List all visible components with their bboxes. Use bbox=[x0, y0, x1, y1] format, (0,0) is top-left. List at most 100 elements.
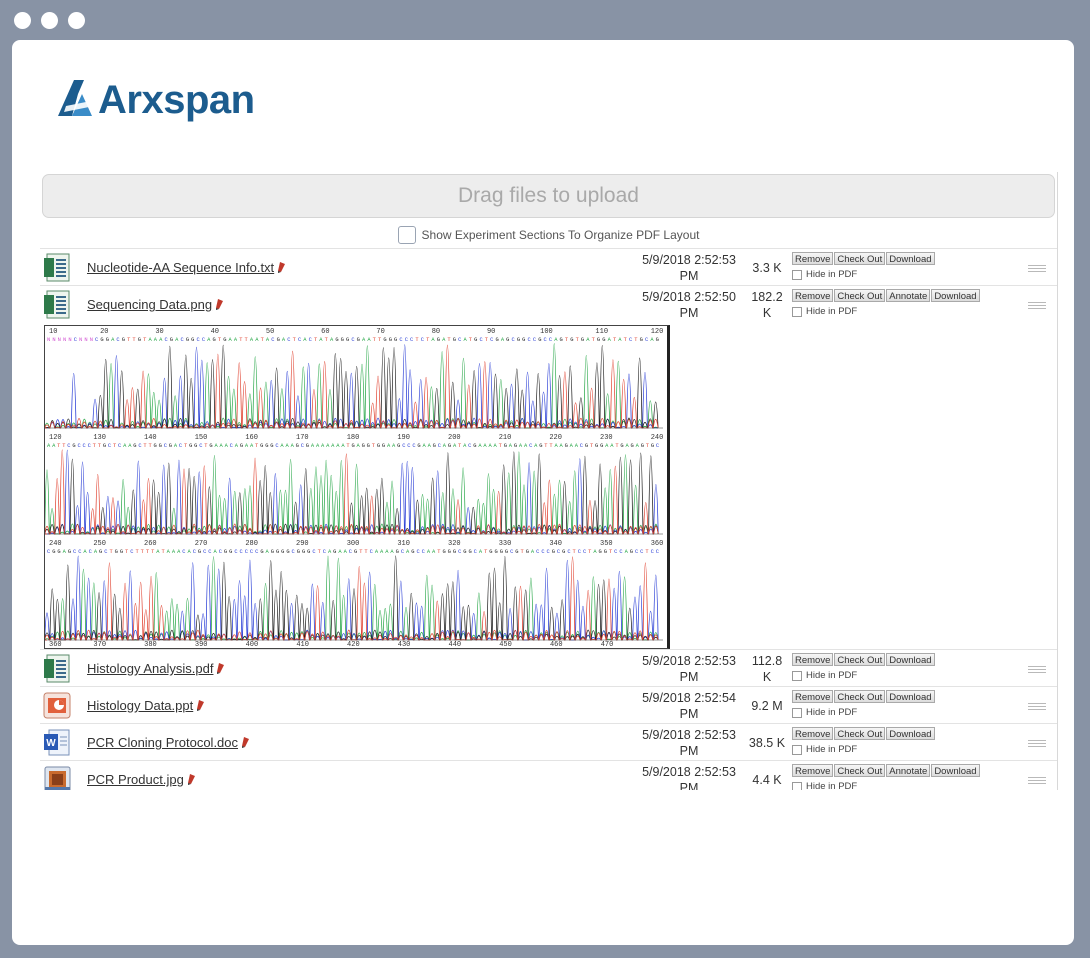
hide-in-pdf-checkbox[interactable] bbox=[792, 670, 802, 681]
annotate-button[interactable]: Annotate bbox=[886, 289, 931, 302]
drag-handle-icon[interactable] bbox=[1028, 740, 1046, 749]
chromatogram-base-letter: G bbox=[270, 443, 273, 449]
chromatogram-base-letter: C bbox=[578, 549, 581, 555]
file-name-link[interactable]: Sequencing Data.png bbox=[87, 297, 224, 313]
chromatogram-base-letter: G bbox=[99, 549, 102, 555]
pencil-icon[interactable] bbox=[216, 298, 224, 313]
download-button[interactable]: Download bbox=[886, 252, 935, 265]
chromatogram-base-letter: C bbox=[67, 443, 70, 449]
hide-in-pdf-checkbox[interactable] bbox=[792, 707, 802, 718]
file-name-link[interactable]: PCR Product.jpg bbox=[87, 772, 195, 788]
chromatogram-base-letter: G bbox=[494, 549, 497, 555]
hide-in-pdf-toggle[interactable]: Hide in PDF bbox=[792, 269, 857, 280]
upload-dropzone[interactable]: Drag files to upload bbox=[42, 174, 1055, 218]
check-out-button[interactable]: Check Out bbox=[834, 690, 886, 703]
pencil-icon[interactable] bbox=[278, 261, 286, 276]
window-dot[interactable] bbox=[41, 12, 58, 29]
pencil-icon[interactable] bbox=[242, 736, 250, 751]
remove-button[interactable]: Remove bbox=[792, 764, 834, 777]
chromatogram-base-letter: G bbox=[600, 443, 603, 449]
chromatogram-base-letter: A bbox=[494, 443, 498, 449]
chromatogram-base-letter: C bbox=[182, 549, 185, 555]
hide-in-pdf-checkbox[interactable] bbox=[792, 306, 802, 317]
chromatogram-bottom-tick-label: 460 bbox=[550, 641, 563, 648]
hide-in-pdf-checkbox[interactable] bbox=[792, 781, 802, 790]
file-size: 9.2 M bbox=[747, 698, 787, 714]
file-name-link[interactable]: Histology Data.ppt bbox=[87, 698, 205, 714]
chromatogram-base-letter: A bbox=[172, 549, 176, 555]
annotate-button[interactable]: Annotate bbox=[886, 764, 931, 777]
hide-in-pdf-checkbox[interactable] bbox=[792, 744, 802, 755]
chromatogram-base-letter: C bbox=[116, 337, 119, 343]
chromatogram-base-letter: A bbox=[154, 337, 158, 343]
file-name[interactable]: PCR Cloning Protocol.doc bbox=[87, 735, 239, 750]
hide-in-pdf-toggle[interactable]: Hide in PDF bbox=[792, 670, 857, 681]
drag-handle-icon[interactable] bbox=[1028, 666, 1046, 675]
pdf-layout-toggle[interactable]: Show Experiment Sections To Organize PDF… bbox=[40, 224, 1057, 246]
hide-in-pdf-checkbox[interactable] bbox=[792, 269, 802, 280]
pdf-layout-checkbox[interactable] bbox=[397, 226, 416, 244]
file-name[interactable]: Histology Analysis.pdf bbox=[87, 661, 214, 676]
file-size-line2: K bbox=[762, 670, 772, 684]
file-name[interactable]: PCR Product.jpg bbox=[87, 772, 184, 787]
chromatogram-base-letter: A bbox=[266, 549, 270, 555]
download-button[interactable]: Download bbox=[931, 764, 980, 777]
drag-handle-icon[interactable] bbox=[1028, 265, 1046, 274]
download-button[interactable]: Download bbox=[886, 690, 935, 703]
file-name-link[interactable]: PCR Cloning Protocol.doc bbox=[87, 735, 250, 751]
remove-button[interactable]: Remove bbox=[792, 653, 834, 666]
file-name[interactable]: Sequencing Data.png bbox=[87, 297, 213, 312]
download-button[interactable]: Download bbox=[931, 289, 980, 302]
check-out-button[interactable]: Check Out bbox=[834, 252, 886, 265]
chromatogram-base-letter: A bbox=[423, 443, 427, 449]
file-name-link[interactable]: Nucleotide-AA Sequence Info.txt bbox=[87, 260, 286, 276]
chromatogram-base-letter: A bbox=[245, 443, 249, 449]
file-date: 5/9/2018 2:52:53 PM bbox=[634, 252, 744, 284]
chromatogram-base-letter: G bbox=[526, 549, 529, 555]
window-dot[interactable] bbox=[68, 12, 85, 29]
check-out-button[interactable]: Check Out bbox=[834, 289, 886, 302]
chromatogram-base-letter: G bbox=[595, 443, 598, 449]
drag-handle-icon[interactable] bbox=[1028, 777, 1046, 786]
chromatogram-tick-label: 20 bbox=[100, 328, 108, 336]
chromatogram-base-letter: G bbox=[453, 549, 456, 555]
remove-button[interactable]: Remove bbox=[792, 690, 834, 703]
file-name[interactable]: Nucleotide-AA Sequence Info.txt bbox=[87, 260, 275, 275]
remove-button[interactable]: Remove bbox=[792, 252, 834, 265]
file-actions: Remove Check Out Download bbox=[792, 653, 936, 666]
hide-in-pdf-toggle[interactable]: Hide in PDF bbox=[792, 306, 857, 317]
file-date-line1: 5/9/2018 2:52:53 bbox=[642, 728, 736, 742]
chromatogram-base-letter: C bbox=[399, 337, 402, 343]
hide-in-pdf-toggle[interactable]: Hide in PDF bbox=[792, 707, 857, 718]
download-button[interactable]: Download bbox=[886, 727, 935, 740]
file-name-link[interactable]: Histology Analysis.pdf bbox=[87, 661, 225, 677]
check-out-button[interactable]: Check Out bbox=[834, 727, 886, 740]
chromatogram-tick-label: 70 bbox=[376, 328, 384, 336]
chromatogram-base-letter: A bbox=[443, 443, 447, 449]
remove-button[interactable]: Remove bbox=[792, 289, 834, 302]
chromatogram-base-letter: T bbox=[255, 443, 259, 449]
chromatogram-base-letter: A bbox=[282, 337, 286, 343]
pencil-icon[interactable] bbox=[187, 773, 195, 788]
window-dot[interactable] bbox=[14, 12, 31, 29]
pencil-icon[interactable] bbox=[217, 662, 225, 677]
check-out-button[interactable]: Check Out bbox=[834, 653, 886, 666]
download-button[interactable]: Download bbox=[886, 653, 935, 666]
hide-in-pdf-toggle[interactable]: Hide in PDF bbox=[792, 781, 857, 790]
check-out-button[interactable]: Check Out bbox=[834, 764, 886, 777]
chromatogram-base-letter: G bbox=[397, 443, 400, 449]
chromatogram-base-letter: T bbox=[373, 337, 377, 343]
chromatogram-base-letter: T bbox=[437, 549, 441, 555]
chromatogram-base-letter: C bbox=[179, 443, 182, 449]
chromatogram-base-letter: C bbox=[549, 337, 552, 343]
chromatogram-base-letter: T bbox=[521, 549, 525, 555]
hide-in-pdf-toggle[interactable]: Hide in PDF bbox=[792, 744, 857, 755]
drag-handle-icon[interactable] bbox=[1028, 703, 1046, 712]
chromatogram-base-letter: T bbox=[98, 443, 102, 449]
sequencing-data-preview[interactable]: 10 20 30 40 50 60 70 80 90 100 110 120 N N N N N C N N N C G G A… bbox=[43, 325, 670, 649]
file-name[interactable]: Histology Data.ppt bbox=[87, 698, 194, 713]
pencil-icon[interactable] bbox=[197, 699, 205, 714]
remove-button[interactable]: Remove bbox=[792, 727, 834, 740]
drag-handle-icon[interactable] bbox=[1028, 302, 1046, 311]
chromatogram-base-letter: A bbox=[524, 443, 528, 449]
